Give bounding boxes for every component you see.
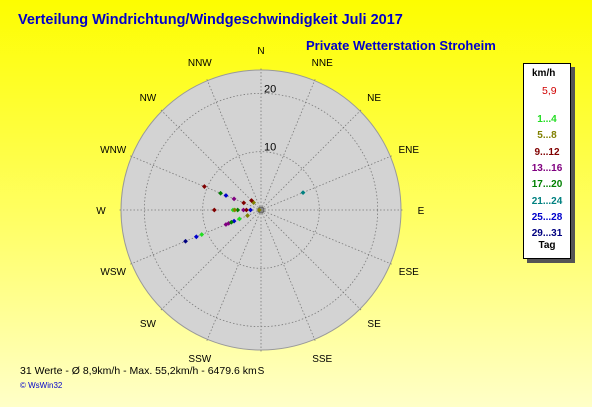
direction-label-ne: NE <box>367 93 381 104</box>
ring-10 <box>202 151 320 269</box>
data-point-23 <box>193 234 199 240</box>
copyright: © WsWin32 <box>20 381 63 390</box>
data-point-12 <box>232 207 238 213</box>
data-point-13 <box>241 207 246 213</box>
spoke-sse <box>260 209 316 342</box>
ring-label-20: 20 <box>264 83 276 95</box>
legend-range-4: 13...16 <box>531 162 563 174</box>
data-point-3 <box>223 193 229 198</box>
spoke-ene <box>260 155 393 211</box>
direction-label-se: SE <box>367 319 381 330</box>
spoke-nne <box>260 78 316 211</box>
data-point-2 <box>218 190 223 196</box>
data-point-14 <box>244 207 249 213</box>
data-point-21 <box>237 216 242 222</box>
station-name: Private Wetterstation Stroheim <box>306 38 496 53</box>
data-point-19 <box>223 222 229 227</box>
data-point-20 <box>228 219 234 225</box>
direction-label-nnw: NNW <box>188 58 212 69</box>
data-point-16 <box>256 207 262 213</box>
direction-label-e: E <box>418 206 425 217</box>
legend-range-7: 25...28 <box>531 211 563 223</box>
legend-max-value: 5,9 <box>542 85 557 97</box>
data-point-11 <box>235 207 241 213</box>
spoke-nnw <box>206 78 262 211</box>
spoke-wnw <box>129 155 262 211</box>
data-point-25 <box>245 213 250 218</box>
direction-label-nne: NNE <box>312 58 333 69</box>
direction-label-w: W <box>96 206 106 217</box>
data-point-9 <box>211 207 217 213</box>
direction-label-nw: NW <box>140 93 157 104</box>
legend-day-label: Tag <box>538 240 556 251</box>
data-point-5 <box>241 200 247 206</box>
direction-label-wnw: WNW <box>100 145 127 156</box>
legend-range-2: 5...8 <box>537 130 557 142</box>
direction-label-n: N <box>257 46 264 57</box>
direction-label-ssw: SSW <box>188 354 211 365</box>
data-point-15 <box>248 207 253 213</box>
legend-range-6: 21...24 <box>531 195 563 207</box>
direction-label-sw: SW <box>140 319 157 330</box>
spoke-ne <box>260 109 362 211</box>
legend-unit: km/h <box>532 68 556 79</box>
direction-label-ene: ENE <box>399 145 420 156</box>
data-point-4 <box>231 196 237 202</box>
spoke-nw <box>160 109 262 211</box>
spoke-ssw <box>206 209 262 342</box>
footer-stats: 31 Werte - Ø 8,9km/h - Max. 55,2km/h - 6… <box>20 365 257 377</box>
direction-label-wsw: WSW <box>100 267 126 278</box>
wind-rose-chart: N NNE NE ENE E ESE SE SSE S SSW SW WSW W WNW NW NNW 10 20 <box>96 46 425 377</box>
data-point-24 <box>183 238 188 244</box>
ring-label-10: 10 <box>264 142 276 154</box>
data-point-22 <box>199 232 205 237</box>
legend-range-8: 29...31 <box>531 228 563 240</box>
direction-label-sse: SSE <box>312 354 332 365</box>
direction-label-ese: ESE <box>399 267 419 278</box>
legend-range-1: 1...4 <box>537 114 557 125</box>
data-point-1 <box>202 184 207 189</box>
data-point-8 <box>300 190 306 195</box>
data-point-7 <box>249 198 254 203</box>
spoke-ese <box>260 209 393 265</box>
spoke-se <box>260 209 362 311</box>
legend-range-3: 9...12 <box>534 146 560 158</box>
legend-range-5: 17...20 <box>531 179 563 191</box>
chart-title: Verteilung Windrichtung/Windgeschwindigk… <box>18 12 403 28</box>
speed-legend: km/h 5,9 1...4 5...8 9...12 13...16 17...20 2… <box>523 63 571 259</box>
direction-label-s: S <box>258 366 265 377</box>
spoke-sw <box>160 209 262 311</box>
